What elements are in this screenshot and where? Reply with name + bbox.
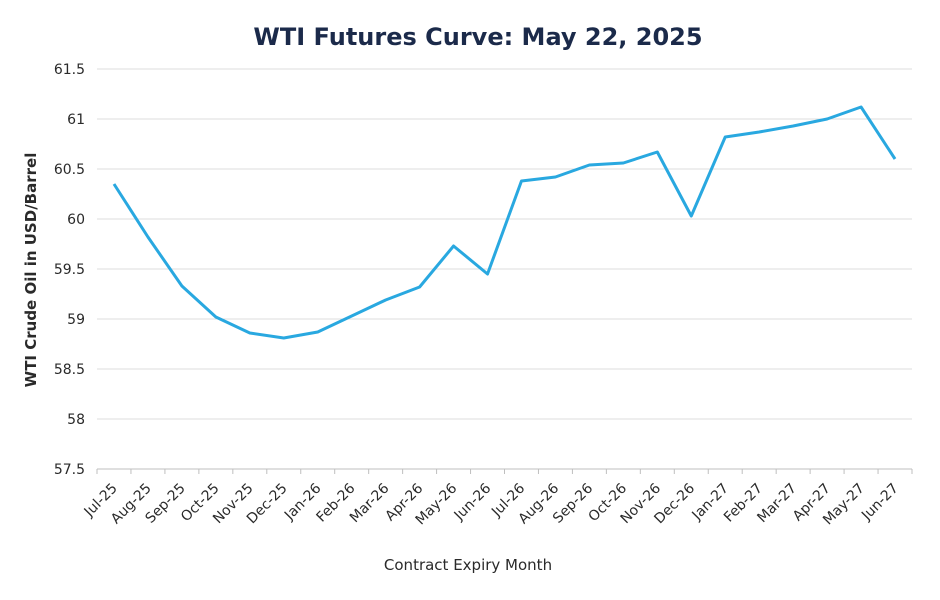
y-tick-label: 60 (67, 212, 85, 228)
y-axis-title: WTI Crude Oil in USD/Barrel (22, 153, 40, 388)
y-tick-label: 59.5 (54, 262, 85, 278)
x-axis-title: Contract Expiry Month (384, 556, 552, 574)
y-tick-label: 59 (67, 312, 85, 328)
x-tick-label: Jun-26 (451, 480, 495, 524)
y-tick-label: 57.5 (54, 462, 85, 478)
data-line (112, 105, 897, 340)
y-tick-label: 58 (67, 412, 85, 428)
y-tick-label: 61 (67, 112, 85, 128)
y-tick-label: 60.5 (54, 162, 85, 178)
chart-title: WTI Futures Curve: May 22, 2025 (253, 23, 702, 51)
x-tick-label: Jun-27 (858, 481, 902, 525)
y-tick-label: 58.5 (54, 362, 85, 378)
y-tick-label: 61.5 (54, 62, 85, 78)
